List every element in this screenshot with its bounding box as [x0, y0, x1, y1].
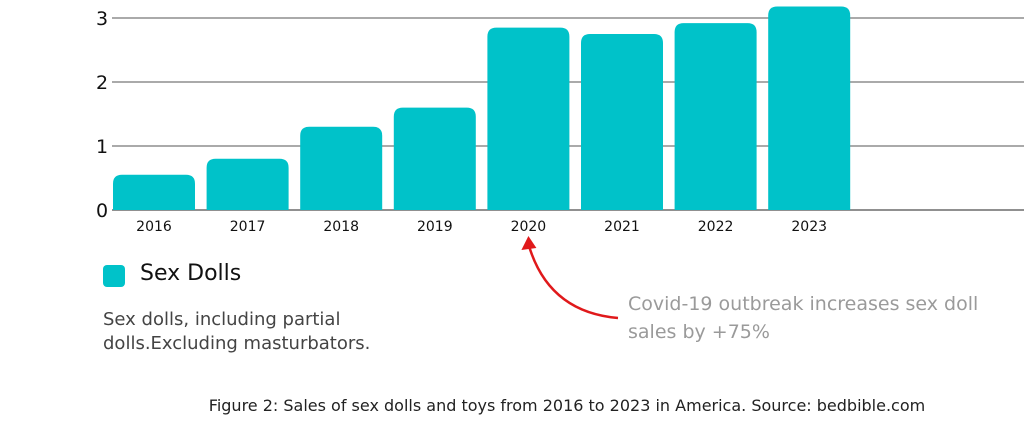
- bar: [768, 6, 851, 211]
- bar: [581, 34, 663, 210]
- y-tick-label: 1: [96, 136, 108, 158]
- x-tick-label: 2017: [230, 219, 266, 235]
- legend-description: Sex dolls, including partial dolls.Exclu…: [103, 309, 371, 354]
- x-tick-label: 2022: [698, 219, 734, 235]
- y-tick-label: 3: [96, 8, 108, 30]
- x-tick-label: 2023: [791, 219, 827, 235]
- legend-swatch: [103, 265, 125, 287]
- y-tick-label: 0: [96, 200, 108, 222]
- bar: [300, 126, 383, 210]
- bar: [113, 174, 195, 210]
- bar: [674, 23, 757, 211]
- annotation-text: Covid-19 outbreak increases sex doll sal…: [628, 293, 979, 343]
- x-tick-label: 2018: [323, 219, 359, 235]
- x-tick-label: 2019: [417, 219, 453, 235]
- x-tick-label: 2020: [511, 219, 547, 235]
- bar: [393, 107, 476, 210]
- figure-caption: Figure 2: Sales of sex dolls and toys fr…: [208, 396, 926, 415]
- x-tick-label: 2021: [604, 219, 640, 235]
- bar: [487, 27, 570, 210]
- y-tick-label: 2: [96, 72, 108, 94]
- legend-label: Sex Dolls: [140, 261, 242, 286]
- bar-chart: 0 1 2 3 2016 2017 2018 2019 2020 2021 2022 2023: [96, 6, 1024, 235]
- bar: [206, 158, 289, 210]
- x-tick-label: 2016: [136, 219, 172, 235]
